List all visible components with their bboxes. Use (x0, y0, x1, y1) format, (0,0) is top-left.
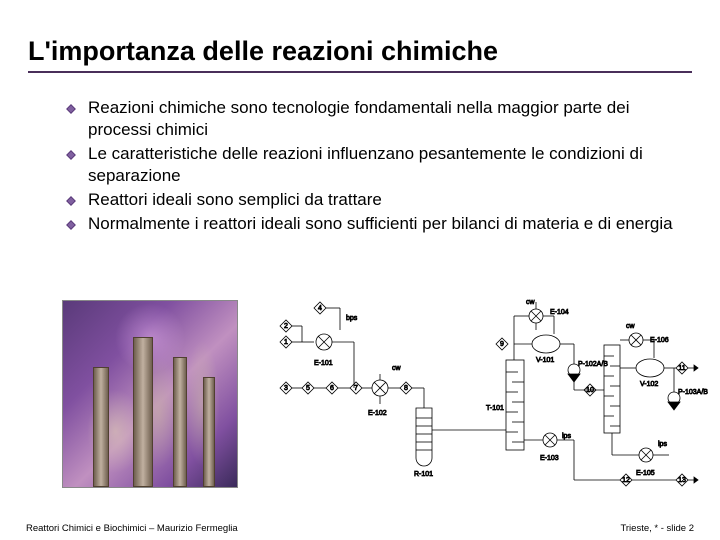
process-flow-diagram: 3 1 2 4 bps E-101 5 6 (274, 290, 714, 500)
bullet-list: Reazioni chimiche sono tecnologie fondam… (0, 83, 720, 236)
svg-text:E-101: E-101 (314, 360, 333, 367)
svg-text:6: 6 (330, 385, 334, 392)
svg-text:lps: lps (562, 433, 571, 440)
svg-text:bps: bps (346, 315, 358, 322)
svg-text:5: 5 (306, 385, 310, 392)
diamond-icon (64, 194, 78, 208)
svg-text:cw: cw (526, 299, 536, 306)
svg-text:13: 13 (678, 477, 686, 484)
svg-text:E-103: E-103 (540, 455, 559, 462)
svg-text:V-102: V-102 (640, 381, 658, 388)
bullet-text: Normalmente i reattori ideali sono suffi… (88, 213, 673, 235)
svg-text:11: 11 (678, 365, 685, 372)
footer-left: Reattori Chimici e Biochimici – Maurizio… (26, 523, 238, 534)
svg-text:E-105: E-105 (636, 470, 655, 477)
svg-text:2: 2 (284, 323, 288, 330)
svg-text:V-101: V-101 (536, 357, 554, 364)
svg-text:E-102: E-102 (368, 410, 387, 417)
svg-text:P-103A/B: P-103A/B (678, 389, 708, 396)
svg-text:12: 12 (622, 477, 630, 484)
slide-title: L'importanza delle reazioni chimiche (28, 36, 692, 73)
svg-text:lps: lps (658, 441, 667, 448)
diamond-icon (64, 218, 78, 232)
svg-text:R-101: R-101 (414, 471, 433, 478)
svg-text:cw: cw (626, 323, 636, 330)
svg-text:9: 9 (500, 341, 504, 348)
list-item: Le caratteristiche delle reazioni influe… (64, 143, 692, 187)
svg-text:8: 8 (404, 385, 408, 392)
diamond-icon (64, 148, 78, 162)
footer-right: Trieste, * - slide 2 (620, 523, 694, 534)
svg-text:T-101: T-101 (486, 405, 504, 412)
svg-text:cw: cw (392, 365, 402, 372)
plant-photo (62, 300, 238, 488)
svg-text:10: 10 (586, 387, 594, 394)
diamond-icon (64, 102, 78, 116)
bullet-text: Reazioni chimiche sono tecnologie fondam… (88, 97, 692, 141)
slide-footer: Reattori Chimici e Biochimici – Maurizio… (0, 523, 720, 534)
list-item: Reazioni chimiche sono tecnologie fondam… (64, 97, 692, 141)
list-item: Normalmente i reattori ideali sono suffi… (64, 213, 692, 235)
svg-text:4: 4 (318, 305, 322, 312)
bullet-text: Reattori ideali sono semplici da trattar… (88, 189, 382, 211)
svg-text:1: 1 (284, 339, 288, 346)
svg-text:7: 7 (354, 385, 358, 392)
list-item: Reattori ideali sono semplici da trattar… (64, 189, 692, 211)
bullet-text: Le caratteristiche delle reazioni influe… (88, 143, 692, 187)
svg-text:3: 3 (284, 385, 288, 392)
svg-text:E-104: E-104 (550, 309, 569, 316)
svg-text:E-106: E-106 (650, 337, 669, 344)
